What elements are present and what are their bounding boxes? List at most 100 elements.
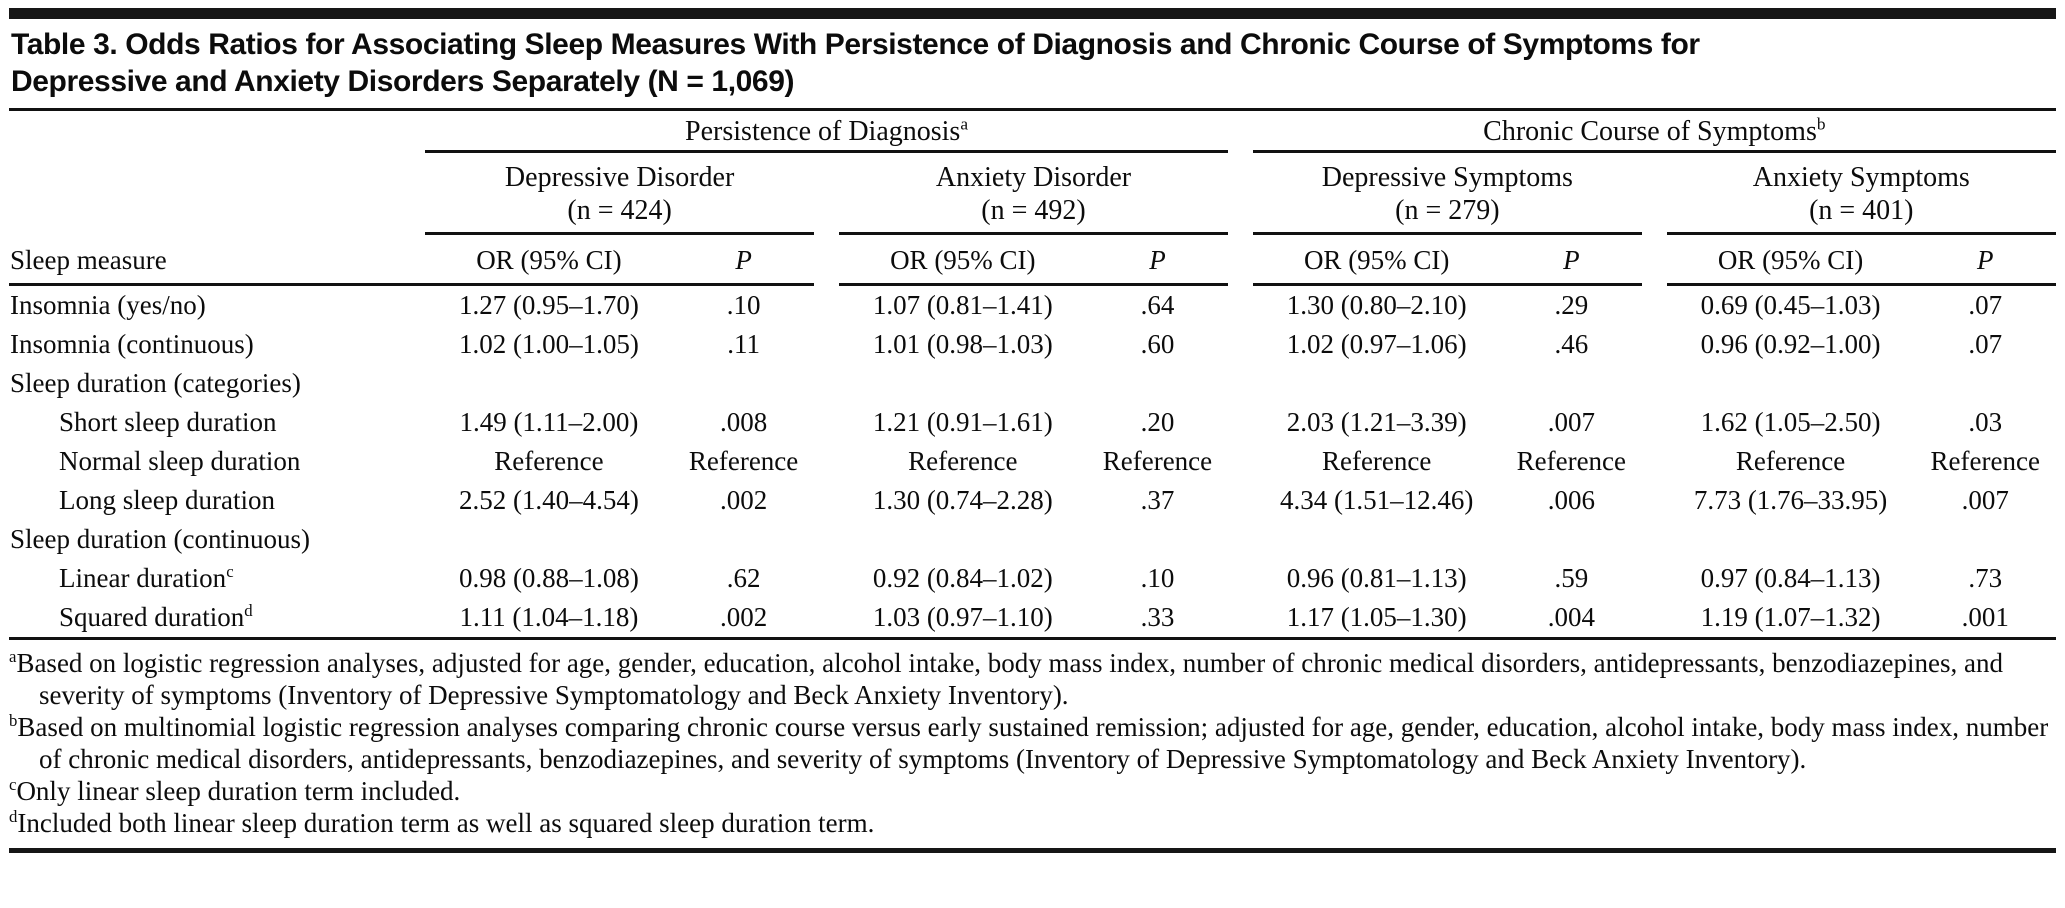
column-gap [1642,234,1667,285]
p-value-cell: .03 [1968,407,2003,437]
table-row: Linear durationc 0.98 (0.88–1.08) .62 0.92 … [9,559,2056,598]
column-gap [1642,598,1667,640]
or-ci-cell: 1.02 (0.97–1.06) [1286,329,1467,359]
subgroup-label: Anxiety Disorder [935,162,1132,193]
or-ci-cell: 2.52 (1.40–4.54) [458,485,639,515]
column-gap [1642,442,1667,481]
or-ci-cell: 0.96 (0.81–1.13) [1286,563,1467,593]
column-header-p: P [1914,233,2056,286]
or-ci-cell: 1.07 (0.81–1.41) [872,290,1053,320]
p-value-cell: .64 [1140,290,1175,320]
table-title-line2: Depressive and Anxiety Disorders Separat… [11,65,795,98]
row-label: Sleep duration (continuous) [10,524,310,554]
or-ci-cell [1253,520,1501,559]
p-value-cell: .20 [1140,407,1175,437]
column-gap [814,234,839,285]
table-title: Table 3. Odds Ratios for Associating Sle… [9,19,2056,108]
or-ci-cell [839,520,1087,559]
or-ci-cell: 1.30 (0.74–2.28) [872,485,1053,515]
row-label: Normal sleep duration [59,446,301,476]
p-value-cell: .29 [1554,290,1589,320]
or-ci-cell: Reference [494,446,604,476]
or-ci-cell: 1.27 (0.95–1.70) [458,290,639,320]
row-label: Squared durationd [9,598,425,640]
column-gap [814,285,839,326]
subgroup-anxiety-symptoms: Anxiety Symptoms (n = 401) [1666,151,2056,235]
subgroup-header-row: Depressive Disorder (n = 424) Anxiety Di… [9,151,2056,235]
footnote-a: aBased on logistic regression analyses, … [9,647,2056,711]
column-gap [1642,403,1667,442]
or-ci-cell: 0.69 (0.45–1.03) [1700,290,1881,320]
p-value-cell: .33 [1086,598,1229,640]
p-value-cell [1915,364,2056,403]
table-row: Squared durationd 1.11 (1.04–1.18) .002 1.0… [9,598,2056,640]
p-value-cell: Reference [1102,446,1213,476]
footnote-marker: d [9,807,18,826]
p-value-cell [673,364,814,403]
column-gap [814,403,839,442]
column-gap [814,442,839,481]
column-gap [814,481,839,520]
table-title-line1: Table 3. Odds Ratios for Associating Sle… [11,28,1700,61]
row-label: Linear durationc [59,562,234,593]
p-value-cell: Reference [688,446,799,476]
column-gap [1642,152,1667,234]
or-ci-cell: 4.34 (1.51–12.46) [1279,485,1474,515]
group-label: Persistence of Diagnosis [685,116,961,147]
column-gap [1228,598,1253,640]
table-row: Sleep duration (continuous) [9,520,2056,559]
column-gap [1642,559,1667,598]
column-gap [1228,403,1253,442]
p-value-cell: .73 [1968,563,2003,593]
or-ci-cell: 1.62 (1.05–2.50) [1700,407,1881,437]
subgroup-n: (n = 279) [1395,195,1500,226]
column-gap [814,364,839,403]
or-ci-cell: 0.98 (0.88–1.08) [458,563,639,593]
p-value-cell: .002 [672,598,815,640]
footnote-d: dIncluded both linear sleep duration ter… [9,807,2056,839]
footnote-marker: c [9,775,17,794]
p-value-cell: .11 [727,329,760,359]
column-gap [1642,364,1667,403]
p-value-cell: .37 [1140,485,1175,515]
column-gap [1228,152,1253,234]
column-gap [1228,520,1253,559]
column-gap [814,559,839,598]
row-label: Insomnia (yes/no) [10,290,206,320]
odds-ratio-table: Persistence of Diagnosisa Chronic Course… [9,111,2056,640]
footnote-marker: b [1816,114,1826,134]
column-header-or: OR (95% CI) [424,233,673,286]
or-ci-cell: 0.97 (0.84–1.13) [1700,563,1881,593]
footnote-text: Based on multinomial logistic regression… [17,712,2049,774]
column-gap [1228,325,1253,364]
column-gap [1228,559,1253,598]
or-ci-cell [1253,364,1501,403]
table-row: Short sleep duration 1.49 (1.11–2.00) .008… [9,403,2056,442]
or-ci-cell: 1.01 (0.98–1.03) [872,329,1053,359]
or-ci-cell: Reference [1321,446,1432,476]
p-value-cell: .10 [726,290,761,320]
column-gap [814,598,839,640]
column-header-sleep-measure: Sleep measure [9,233,425,286]
or-ci-cell: 1.02 (1.00–1.05) [458,329,639,359]
p-value-cell: .59 [1554,563,1589,593]
subgroup-label: Depressive Disorder [504,162,735,193]
column-gap [1228,481,1253,520]
bottom-rule [9,848,2056,853]
or-ci-cell: 2.03 (1.21–3.39) [1286,407,1467,437]
row-label: Short sleep duration [59,407,277,437]
column-header-p: P [1086,233,1229,286]
p-value-cell: .004 [1500,598,1643,640]
row-label: Insomnia (continuous) [10,329,254,359]
table-body: Insomnia (yes/no) 1.27 (0.95–1.70) .10 1.07… [9,285,2056,640]
corner-blank [9,152,425,234]
column-header-or: OR (95% CI) [1666,233,1915,286]
column-gap [1228,234,1253,285]
p-value-cell [1087,520,1228,559]
footnote-marker: a [9,647,17,666]
footnote-marker: c [226,562,234,581]
p-value-cell: .007 [1961,485,2009,515]
footnotes: aBased on logistic regression analyses, … [9,647,2056,839]
footnote-marker: b [9,711,18,730]
subgroup-label: Anxiety Symptoms [1752,162,1970,193]
